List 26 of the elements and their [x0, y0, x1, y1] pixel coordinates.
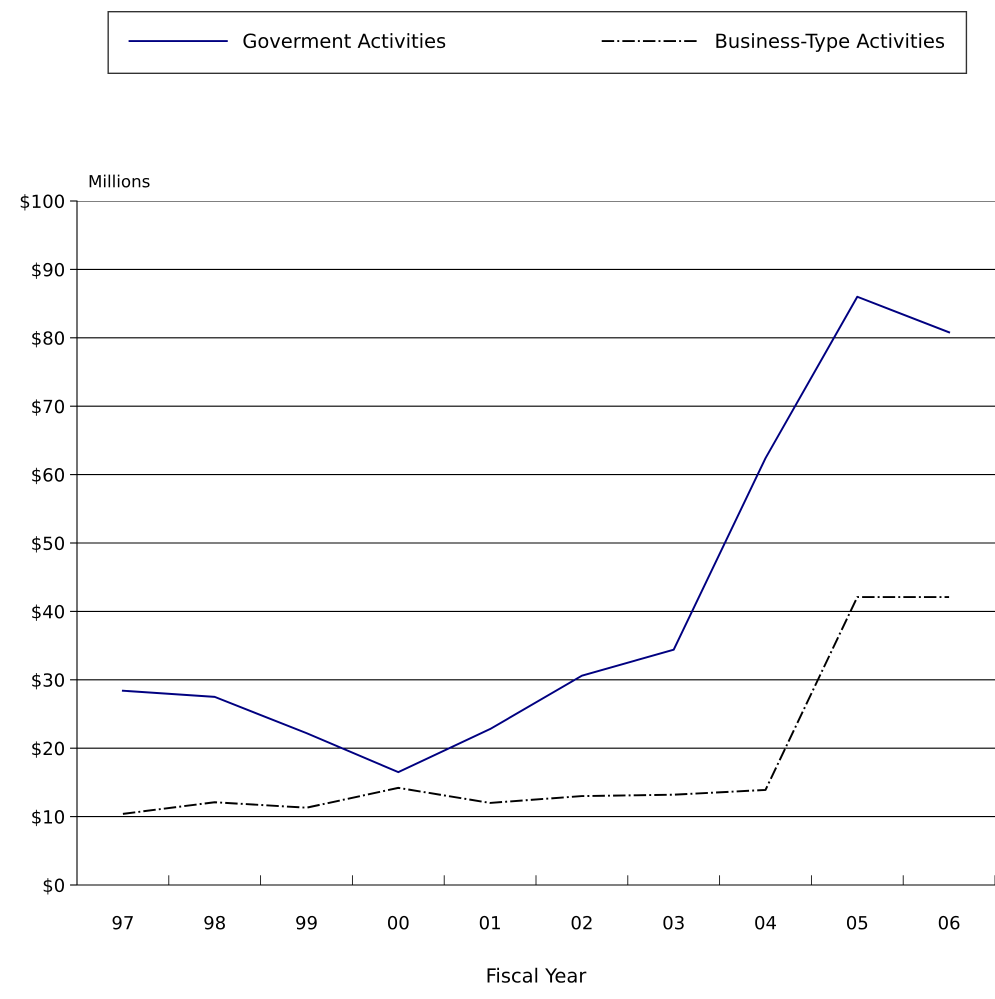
y-tick-label: $50: [32, 536, 64, 553]
x-tick-label: 06: [938, 916, 960, 930]
y-tick-label: $100: [20, 194, 64, 211]
y-tick-label: $10: [32, 810, 64, 826]
x-tick-label: 98: [204, 916, 225, 930]
x-tick-label: 02: [572, 916, 592, 930]
legend-label: Goverment Activities: [243, 33, 446, 48]
y-tick-label: $90: [32, 262, 64, 279]
x-tick-label: 00: [388, 916, 409, 930]
line-series: [122, 296, 950, 774]
x-tick-label: 99: [296, 916, 317, 930]
y-tick-label: $30: [32, 672, 64, 690]
x-tick-label: 03: [663, 916, 684, 930]
x-tick-label: 01: [480, 916, 500, 930]
y-tick-label: $80: [32, 330, 64, 348]
y-tick-label: $40: [32, 604, 64, 621]
legend-label: Business-Type Activities: [716, 33, 944, 52]
x-tick-label: 04: [755, 916, 776, 930]
y-tick-label: $20: [32, 741, 64, 758]
x-tick-label: 05: [847, 916, 868, 930]
y-tick-label: $70: [32, 399, 64, 416]
x-axis-title: Fiscal Year: [488, 968, 586, 983]
x-tick-label: 97: [112, 916, 133, 930]
text: Millions: [90, 174, 150, 188]
y-tick-label: $0: [44, 878, 64, 895]
y-tick-label: $60: [32, 468, 64, 484]
